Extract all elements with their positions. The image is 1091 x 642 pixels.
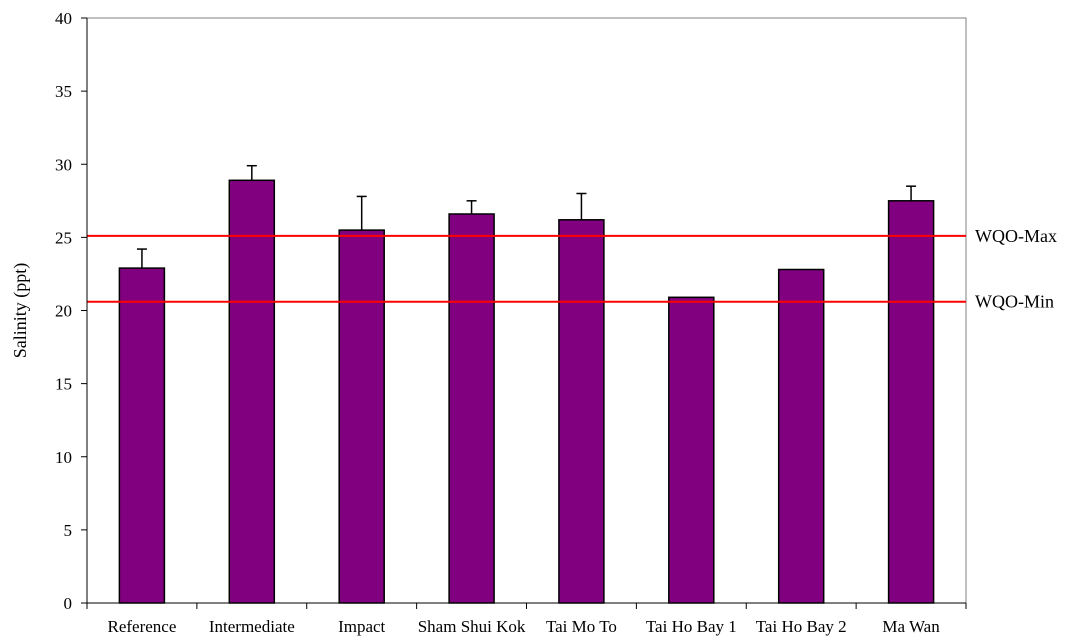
- reference-label-0: WQO-Max: [975, 226, 1057, 246]
- bar-1: [228, 179, 276, 604]
- y-tick-label-2: 10: [55, 448, 72, 467]
- y-tick-label-4: 20: [55, 302, 72, 321]
- reference-label-1: WQO-Min: [975, 292, 1054, 312]
- labels-group: WQO-Max WQO-Min 0 5 10 15 20 25 30 35 40 Reference I…: [10, 9, 1057, 636]
- error-bars-group: [136, 164, 917, 269]
- x-tick-label-6: Tai Ho Bay 2: [756, 617, 847, 636]
- x-tick-label-4: Tai Mo To: [546, 617, 617, 636]
- y-tick-label-8: 40: [55, 9, 72, 28]
- y-tick-label-5: 25: [55, 228, 72, 247]
- reference-lines-group: [87, 234, 966, 303]
- y-tick-label-6: 30: [55, 155, 72, 174]
- y-axis-title: Salinity (ppt): [10, 263, 31, 359]
- y-tick-label-7: 35: [55, 82, 72, 101]
- x-tick-label-1: Intermediate: [209, 617, 295, 636]
- bar-7: [887, 200, 935, 604]
- axes-group: [81, 17, 967, 609]
- bar-2: [338, 229, 385, 604]
- y-tick-label-0: 0: [64, 594, 73, 613]
- x-tick-label-7: Ma Wan: [882, 617, 940, 636]
- x-tick-label-5: Tai Ho Bay 1: [646, 617, 737, 636]
- x-tick-label-3: Sham Shui Kok: [418, 617, 526, 636]
- bars-group: [118, 179, 935, 604]
- y-tick-label-1: 5: [64, 521, 73, 540]
- x-tick-label-0: Reference: [107, 617, 176, 636]
- x-tick-label-2: Impact: [338, 617, 385, 636]
- bar-5: [668, 296, 715, 604]
- bar-4: [558, 219, 605, 604]
- bar-6: [777, 268, 825, 604]
- y-tick-label-3: 15: [55, 375, 72, 394]
- bar-0: [118, 267, 166, 604]
- bar-3: [448, 213, 495, 604]
- plot-area: [86, 17, 967, 604]
